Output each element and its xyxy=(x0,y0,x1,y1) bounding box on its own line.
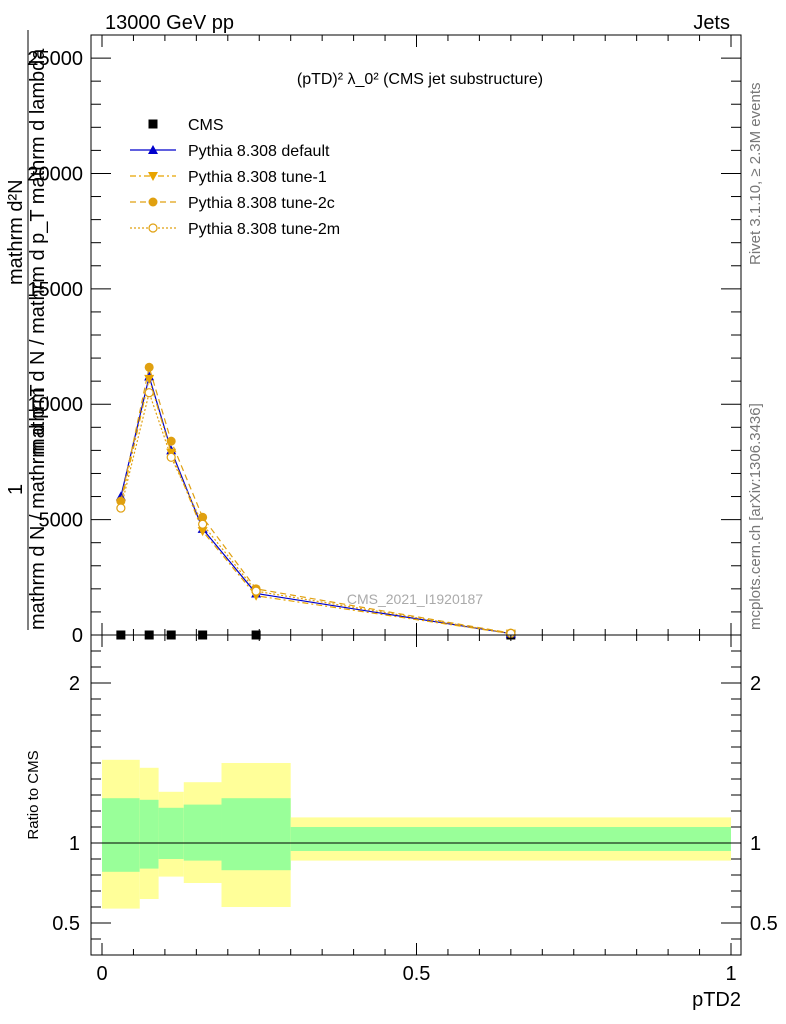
ratio-inner-band xyxy=(221,798,291,871)
ratio-inner-band xyxy=(183,804,222,861)
y-tick-label: 15000 xyxy=(27,279,83,301)
data-point-marker xyxy=(198,512,208,522)
ratio-y-tick-label-right: 2 xyxy=(750,673,761,695)
legend-item: Pythia 8.308 tune-1 xyxy=(130,169,327,186)
data-point-marker xyxy=(148,145,158,154)
watermark: CMS_2021_I1920187 xyxy=(347,591,483,607)
ratio-y-tick-label-left: 2 xyxy=(69,673,80,695)
ratio-panel: 0.5 0.5 1 1 2 2 0 0.5 1 Ratio to CMS pTD2 xyxy=(25,634,778,1011)
x-tick-label: 0 xyxy=(96,963,107,985)
series-line xyxy=(120,374,511,635)
ratio-bands xyxy=(102,759,731,909)
ratio-inner-band xyxy=(158,807,184,859)
series-line xyxy=(120,390,511,634)
legend-item: CMS xyxy=(148,117,224,134)
ratio-inner-band xyxy=(290,827,731,851)
ratio-inner-band xyxy=(102,798,140,872)
data-point-marker xyxy=(148,119,158,129)
header-right: Jets xyxy=(693,12,730,34)
data-point-marker xyxy=(166,452,176,462)
legend-item: Pythia 8.308 tune-2m xyxy=(130,221,340,238)
y-tick-label: 5000 xyxy=(39,510,84,532)
legend-label: CMS xyxy=(188,117,224,134)
ratio-ticks: 0.5 0.5 1 1 2 2 0 0.5 1 xyxy=(52,635,778,985)
legend-label: Pythia 8.308 tune-2c xyxy=(188,195,335,212)
data-point-marker xyxy=(148,172,158,181)
mcplots-label: mcplots.cern.ch [arXiv:1306.3436] xyxy=(747,403,764,630)
data-point-marker xyxy=(251,586,261,596)
data-point-marker xyxy=(144,388,154,398)
ylabel-num: mathrm d²N xyxy=(5,179,27,285)
y-tick-label: 25000 xyxy=(27,48,83,70)
header-left: 13000 GeV pp xyxy=(105,12,234,34)
ylabel-main: mathrm d N / mathrm d p_T mathrm d lambd… xyxy=(27,48,49,455)
main-title: (pTD)² λ_0² (CMS jet substructure) xyxy=(297,71,543,88)
legend-label: Pythia 8.308 tune-1 xyxy=(188,169,327,186)
ratio-inner-band xyxy=(139,799,159,869)
data-point-marker xyxy=(144,374,155,384)
ratio-y-tick-label-left: 0.5 xyxy=(52,913,80,935)
ylabel-one: 1 xyxy=(5,484,27,495)
legend-item: Pythia 8.308 tune-2c xyxy=(130,195,335,212)
ratio-y-tick-label-right: 0.5 xyxy=(750,913,778,935)
data-point-marker xyxy=(144,362,154,372)
data-point-marker xyxy=(198,519,208,529)
rivet-label: Rivet 3.1.10, ≥ 2.3M events xyxy=(747,83,764,266)
data-point-marker xyxy=(197,527,208,537)
y-tick-label: 10000 xyxy=(27,394,83,416)
legend-label: Pythia 8.308 tune-2m xyxy=(188,221,340,238)
ratio-y-tick-label-left: 1 xyxy=(69,833,80,855)
legend-item: Pythia 8.308 default xyxy=(130,143,330,160)
series-line xyxy=(120,367,511,634)
y-tick-label: 0 xyxy=(72,625,83,647)
y-tick-label: 20000 xyxy=(27,163,83,185)
data-point-marker xyxy=(148,197,158,207)
legend: CMS Pythia 8.308 default Pythia 8.308 tune… xyxy=(130,117,340,238)
ratio-ylabel: Ratio to CMS xyxy=(25,750,42,839)
data-point-marker xyxy=(166,436,176,446)
data-point-marker xyxy=(148,223,158,233)
legend-label: Pythia 8.308 default xyxy=(188,143,330,160)
xlabel: pTD2 xyxy=(692,989,741,1011)
main-panel: 0 5000 10000 15000 20000 25000 (pTD)² λ_0² (C… xyxy=(5,30,742,647)
x-tick-label: 0.5 xyxy=(403,963,431,985)
x-tick-label: 1 xyxy=(725,963,736,985)
ratio-y-tick-label-right: 1 xyxy=(750,833,761,855)
data-point-marker xyxy=(116,503,126,513)
ylabel-den: mathrm d N / mathrm d p_T xyxy=(27,384,49,630)
main-ticks: 0 5000 10000 15000 20000 25000 xyxy=(27,35,741,647)
